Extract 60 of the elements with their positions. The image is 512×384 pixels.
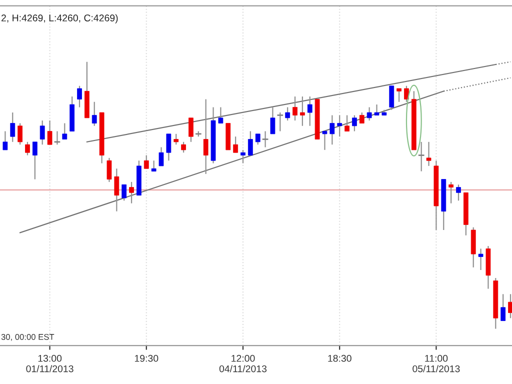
text: 2, H:4269, L:4260, C:4269) [2,14,118,24]
x-tick-label: 13:00 01/11/2013 [26,354,74,372]
candlestick [389,85,394,110]
candlestick [285,106,290,122]
x-tick-label: 19:30 [134,354,158,362]
candlestick [92,101,97,126]
candlestick [240,149,246,164]
candlestick [344,114,350,132]
candlestick [337,114,342,138]
candlestick [144,154,149,170]
candlestick [40,120,45,146]
candlestick [188,117,194,142]
candlestick [106,157,112,183]
candlestick [262,130,268,148]
candlestick [62,122,68,140]
text: 30, 00:00 EST [1,334,54,341]
candlestick [456,184,461,202]
candlestick [396,88,402,102]
candlestick [158,146,164,166]
candlestick [32,141,38,180]
x-tick-label: 12:00 04/11/2013 [219,354,267,372]
candlestick [426,141,432,166]
candlestick [300,96,305,126]
x-tick-label: 18:30 [328,354,352,362]
candlestick [277,112,284,132]
candlestick [330,114,335,146]
candlestick [122,184,127,202]
candlestick [114,168,120,212]
candlestick [255,133,260,146]
candlestick [54,130,60,146]
candlestick [508,294,512,319]
candlestick [500,294,506,322]
candlestick [77,85,82,108]
candlestick [366,106,372,122]
candlestick [307,96,312,126]
candlestick [25,141,30,156]
candlestick [248,130,253,156]
candlestick [292,96,298,122]
candlestick [18,122,23,146]
candlestick [448,181,454,204]
candlestick [233,136,238,154]
candlestick [151,160,156,172]
candlestick [352,114,357,132]
candlestick [270,106,276,134]
candlestick [166,133,172,162]
candlestick [174,133,179,146]
candlestick [181,141,186,154]
candlestick [10,112,16,142]
candlestick [404,85,409,102]
x-tick-label: 11:00 05/11/2013 [412,354,460,372]
candlestick [322,130,328,150]
candlestick [203,98,208,174]
candlestick [359,112,364,124]
candlestick [129,181,134,204]
candlestick [2,130,8,150]
candlestick [418,141,424,172]
candlestick [478,248,484,271]
candlestick [47,120,52,146]
candlestick [374,104,380,116]
candlestick [218,106,224,124]
